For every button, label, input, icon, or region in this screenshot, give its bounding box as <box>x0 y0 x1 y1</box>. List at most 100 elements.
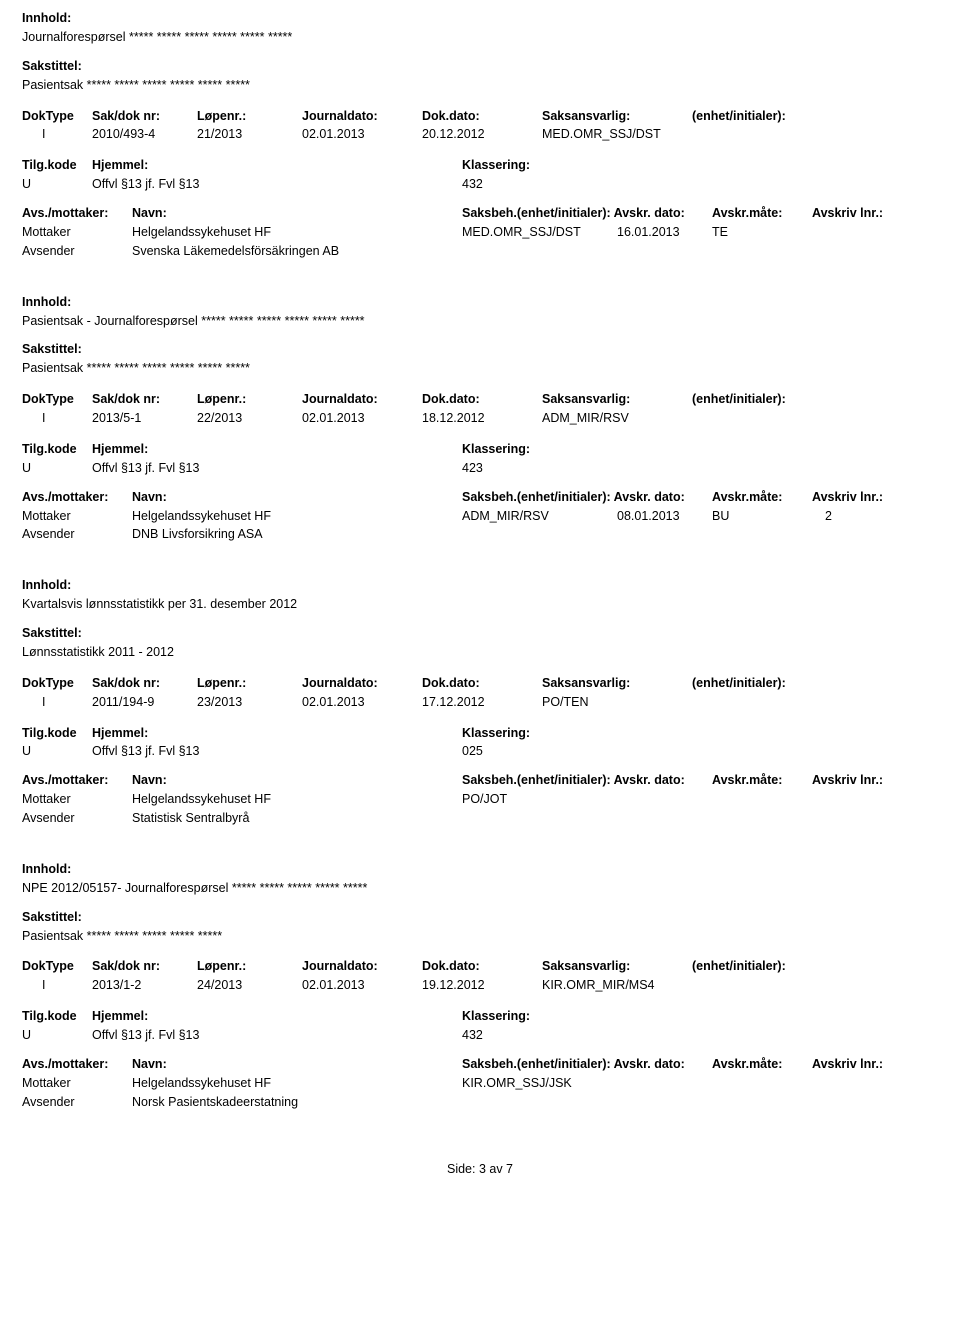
col-navn: Navn: <box>132 205 462 222</box>
avsender-navn: Statistisk Sentralbyrå <box>132 810 462 827</box>
col-hjemmel: Hjemmel: <box>92 1008 462 1025</box>
col-dokdato: Dok.dato: <box>422 391 542 408</box>
val-lopenr: 24/2013 <box>197 977 302 994</box>
val-enhet <box>692 126 842 143</box>
col-avskrmate: Avskr.måte: <box>712 205 812 222</box>
col-saksansvarlig: Saksansvarlig: <box>542 958 692 975</box>
col-dokdato: Dok.dato: <box>422 958 542 975</box>
journal-entry: Innhold: Kvartalsvis lønnsstatistikk per… <box>22 577 938 827</box>
mottaker-avskrmate <box>712 791 772 808</box>
col-doktype: DokType <box>22 391 92 408</box>
col-saksbeh: Saksbeh.(enhet/initialer): Avskr. dato: <box>462 205 712 222</box>
innhold-label: Innhold: <box>22 10 938 27</box>
mottaker-avskrdato: 08.01.2013 <box>617 508 712 525</box>
val-enhet <box>692 410 842 427</box>
val-klassering: 025 <box>462 743 612 760</box>
val-lopenr: 21/2013 <box>197 126 302 143</box>
col-avskrivlnr: Avskriv lnr.: <box>812 1056 912 1073</box>
journal-entry: Innhold: Pasientsak - Journalforespørsel… <box>22 294 938 544</box>
mottaker-avskrdato: 16.01.2013 <box>617 224 712 241</box>
role-avsender: Avsender <box>22 1094 132 1111</box>
col-tilgkode: Tilg.kode <box>22 725 92 742</box>
mottaker-avskrdato <box>617 1075 712 1092</box>
val-dokdato: 18.12.2012 <box>422 410 542 427</box>
val-enhet <box>692 977 842 994</box>
columns-data: I 2010/493-4 21/2013 02.01.2013 20.12.20… <box>22 126 938 143</box>
col-enhet: (enhet/initialer): <box>692 391 842 408</box>
col-avskrmate: Avskr.måte: <box>712 1056 812 1073</box>
col-avskrivlnr: Avskriv lnr.: <box>812 489 912 506</box>
col-journaldato: Journaldato: <box>302 958 422 975</box>
col-navn: Navn: <box>132 489 462 506</box>
mottaker-row: Mottaker Helgelandssykehuset HF KIR.OMR_… <box>22 1075 938 1092</box>
col-tilgkode: Tilg.kode <box>22 441 92 458</box>
tilg-data: U Offvl §13 jf. Fvl §13 432 <box>22 1027 938 1044</box>
col-enhet: (enhet/initialer): <box>692 108 842 125</box>
val-tilgkode: U <box>22 1027 92 1044</box>
innhold-label: Innhold: <box>22 294 938 311</box>
val-klassering: 423 <box>462 460 612 477</box>
columns-header: DokType Sak/dok nr: Løpenr.: Journaldato… <box>22 675 938 692</box>
col-saksbeh: Saksbeh.(enhet/initialer): Avskr. dato: <box>462 772 712 789</box>
tilg-header: Tilg.kode Hjemmel: Klassering: <box>22 441 938 458</box>
sakstittel-label: Sakstittel: <box>22 625 938 642</box>
tilg-data: U Offvl §13 jf. Fvl §13 432 <box>22 176 938 193</box>
innhold-label: Innhold: <box>22 861 938 878</box>
val-journaldato: 02.01.2013 <box>302 126 422 143</box>
columns-header: DokType Sak/dok nr: Løpenr.: Journaldato… <box>22 958 938 975</box>
col-avsmottaker: Avs./mottaker: <box>22 489 132 506</box>
col-tilgkode: Tilg.kode <box>22 157 92 174</box>
val-dokdato: 20.12.2012 <box>422 126 542 143</box>
role-avsender: Avsender <box>22 810 132 827</box>
mottaker-avskrivlnr: 2 <box>772 508 832 525</box>
mottaker-row: Mottaker Helgelandssykehuset HF MED.OMR_… <box>22 224 938 241</box>
innhold-text: Journalforespørsel ***** ***** ***** ***… <box>22 29 938 46</box>
val-hjemmel: Offvl §13 jf. Fvl §13 <box>92 743 462 760</box>
innhold-text: NPE 2012/05157- Journalforespørsel *****… <box>22 880 938 897</box>
col-saksansvarlig: Saksansvarlig: <box>542 675 692 692</box>
col-avsmottaker: Avs./mottaker: <box>22 205 132 222</box>
mottaker-avskrivlnr <box>772 224 832 241</box>
avsender-row: Avsender Statistisk Sentralbyrå <box>22 810 938 827</box>
col-saknr: Sak/dok nr: <box>92 958 197 975</box>
sakstittel-text: Lønnsstatistikk 2011 - 2012 <box>22 644 938 661</box>
col-saknr: Sak/dok nr: <box>92 108 197 125</box>
col-saksbeh: Saksbeh.(enhet/initialer): Avskr. dato: <box>462 489 712 506</box>
col-enhet: (enhet/initialer): <box>692 958 842 975</box>
columns-data: I 2013/1-2 24/2013 02.01.2013 19.12.2012… <box>22 977 938 994</box>
val-lopenr: 23/2013 <box>197 694 302 711</box>
val-tilgkode: U <box>22 176 92 193</box>
mottaker-row: Mottaker Helgelandssykehuset HF ADM_MIR/… <box>22 508 938 525</box>
col-lopenr: Løpenr.: <box>197 958 302 975</box>
sakstittel-text: Pasientsak ***** ***** ***** ***** ***** <box>22 928 938 945</box>
columns-data: I 2011/194-9 23/2013 02.01.2013 17.12.20… <box>22 694 938 711</box>
journal-entry: Innhold: NPE 2012/05157- Journalforespør… <box>22 861 938 1111</box>
col-avskrmate: Avskr.måte: <box>712 772 812 789</box>
innhold-text: Kvartalsvis lønnsstatistikk per 31. dese… <box>22 596 938 613</box>
mottaker-avskrdato <box>617 791 712 808</box>
val-saksansvarlig: KIR.OMR_MIR/MS4 <box>542 977 692 994</box>
entries-container: Innhold: Journalforespørsel ***** ***** … <box>22 10 938 1111</box>
val-doktype: I <box>22 126 92 143</box>
avsender-navn: DNB Livsforsikring ASA <box>132 526 462 543</box>
mottaker-header: Avs./mottaker: Navn: Saksbeh.(enhet/init… <box>22 1056 938 1073</box>
mottaker-avskrivlnr <box>772 791 832 808</box>
tilg-header: Tilg.kode Hjemmel: Klassering: <box>22 1008 938 1025</box>
sakstittel-label: Sakstittel: <box>22 58 938 75</box>
col-klassering: Klassering: <box>462 441 612 458</box>
val-lopenr: 22/2013 <box>197 410 302 427</box>
role-mottaker: Mottaker <box>22 224 132 241</box>
page-footer: Side: 3 av 7 <box>22 1161 938 1178</box>
mottaker-header: Avs./mottaker: Navn: Saksbeh.(enhet/init… <box>22 205 938 222</box>
val-journaldato: 02.01.2013 <box>302 694 422 711</box>
val-journaldato: 02.01.2013 <box>302 977 422 994</box>
col-klassering: Klassering: <box>462 725 612 742</box>
tilg-data: U Offvl §13 jf. Fvl §13 025 <box>22 743 938 760</box>
role-mottaker: Mottaker <box>22 508 132 525</box>
tilg-header: Tilg.kode Hjemmel: Klassering: <box>22 725 938 742</box>
col-saknr: Sak/dok nr: <box>92 391 197 408</box>
avsender-row: Avsender DNB Livsforsikring ASA <box>22 526 938 543</box>
val-saksansvarlig: ADM_MIR/RSV <box>542 410 692 427</box>
col-tilgkode: Tilg.kode <box>22 1008 92 1025</box>
val-klassering: 432 <box>462 1027 612 1044</box>
